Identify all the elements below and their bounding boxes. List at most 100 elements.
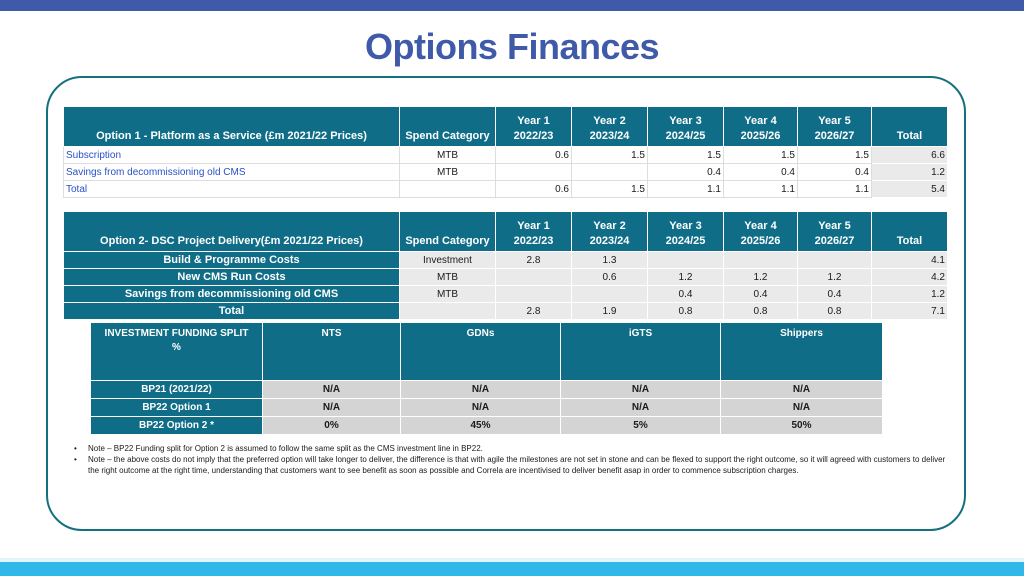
year-value: 0.4 [647, 285, 724, 303]
year-value: 1.2 [647, 268, 724, 286]
column-header: Year 4 2025/26 [723, 106, 798, 147]
row-total: 6.6 [871, 146, 948, 164]
column-header: Total [871, 106, 948, 147]
year-value: 1.1 [797, 180, 872, 198]
split-value: N/A [400, 398, 561, 417]
option1-table: Option 1 - Platform as a Service (£m 202… [63, 106, 948, 198]
year-value: 1.9 [571, 302, 648, 320]
column-header: Year 3 2024/25 [647, 106, 724, 147]
table-row: Build & Programme Costs Investment 2.8 1.3 4… [63, 251, 948, 269]
column-header: INVESTMENT FUNDING SPLIT % [90, 322, 263, 381]
table-row: Total 0.6 1.5 1.1 1.1 1.1 5.4 [63, 180, 948, 198]
column-header: Year 1 2022/23 [495, 106, 572, 147]
year-value: 1.1 [723, 180, 798, 198]
row-label: Subscription [63, 146, 400, 164]
year-value: 1.2 [723, 268, 798, 286]
year-value: 1.1 [647, 180, 724, 198]
year-value: 1.5 [647, 146, 724, 164]
split-value: 45% [400, 416, 561, 435]
table-row: Subscription MTB 0.6 1.5 1.5 1.5 1.5 6.6 [63, 146, 948, 164]
column-header: Option 2- DSC Project Delivery(£m 2021/2… [63, 211, 400, 252]
year-value: 0.6 [495, 146, 572, 164]
spend-category: MTB [399, 163, 496, 181]
year-value: 0.8 [723, 302, 798, 320]
row-total: 1.2 [871, 163, 948, 181]
year-value: 1.5 [571, 180, 648, 198]
year-value: 0.4 [723, 163, 798, 181]
header-row: INVESTMENT FUNDING SPLIT % NTS GDNs iGTS Shi… [90, 322, 883, 381]
table-row: BP22 Option 1 N/A N/A N/A N/A [90, 398, 883, 417]
spend-category [399, 302, 496, 320]
column-header: Year 2 2023/24 [571, 106, 648, 147]
year-value: 0.8 [797, 302, 872, 320]
option2-table: Option 2- DSC Project Delivery(£m 2021/2… [63, 211, 948, 320]
year-value [495, 268, 572, 286]
column-header: Year 5 2026/27 [797, 106, 872, 147]
column-header: Spend Category [399, 106, 496, 147]
row-label: Total [63, 180, 400, 198]
column-header: Year 5 2026/27 [797, 211, 872, 252]
split-value: N/A [262, 398, 401, 417]
table-row: New CMS Run Costs MTB 0.6 1.2 1.2 1.2 4.2 [63, 268, 948, 286]
split-value: 0% [262, 416, 401, 435]
column-header: Year 1 2022/23 [495, 211, 572, 252]
row-label: BP21 (2021/22) [90, 380, 263, 399]
bottom-accent-bar [0, 562, 1024, 576]
column-header: Shippers [720, 322, 883, 381]
year-value: 0.6 [571, 268, 648, 286]
row-total: 1.2 [871, 285, 948, 303]
year-value [797, 251, 872, 269]
year-value: 0.4 [797, 285, 872, 303]
year-value [647, 251, 724, 269]
year-value: 0.4 [647, 163, 724, 181]
year-value [495, 163, 572, 181]
column-header: iGTS [560, 322, 721, 381]
split-value: N/A [400, 380, 561, 399]
row-total: 5.4 [871, 180, 948, 198]
year-value: 0.8 [647, 302, 724, 320]
year-value: 2.8 [495, 302, 572, 320]
bottom-accent-shadow [0, 558, 1024, 562]
year-value: 0.6 [495, 180, 572, 198]
year-value [571, 285, 648, 303]
table-row: Total 2.8 1.9 0.8 0.8 0.8 7.1 [63, 302, 948, 320]
year-value [495, 285, 572, 303]
year-value: 1.5 [571, 146, 648, 164]
year-value: 1.2 [797, 268, 872, 286]
table-row: Savings from decommissioning old CMS MTB 0… [63, 285, 948, 303]
split-value: 50% [720, 416, 883, 435]
spend-category [399, 180, 496, 198]
row-label: Savings from decommissioning old CMS [63, 163, 400, 181]
spend-category: MTB [399, 285, 496, 303]
year-value [571, 163, 648, 181]
column-header: Year 2 2023/24 [571, 211, 648, 252]
column-header: Spend Category [399, 211, 496, 252]
split-value: N/A [560, 380, 721, 399]
table-row: BP22 Option 2 * 0% 45% 5% 50% [90, 416, 883, 435]
funding-split-table: INVESTMENT FUNDING SPLIT % NTS GDNs iGTS Shi… [90, 322, 883, 435]
split-value: N/A [720, 398, 883, 417]
row-label: New CMS Run Costs [63, 268, 400, 286]
year-value: 0.4 [797, 163, 872, 181]
header-row: Option 2- DSC Project Delivery(£m 2021/2… [63, 211, 948, 252]
year-value [723, 251, 798, 269]
header-row: Option 1 - Platform as a Service (£m 202… [63, 106, 948, 147]
row-label: Total [63, 302, 400, 320]
row-total: 4.2 [871, 268, 948, 286]
split-value: N/A [720, 380, 883, 399]
column-header: GDNs [400, 322, 561, 381]
row-label: BP22 Option 2 * [90, 416, 263, 435]
column-header: NTS [262, 322, 401, 381]
year-value: 1.5 [723, 146, 798, 164]
column-header: Option 1 - Platform as a Service (£m 202… [63, 106, 400, 147]
top-accent-bar [0, 0, 1024, 11]
table-row: Savings from decommissioning old CMS MTB 0… [63, 163, 948, 181]
row-total: 4.1 [871, 251, 948, 269]
year-value: 0.4 [723, 285, 798, 303]
page-title: Options Finances [364, 26, 660, 67]
column-header: Total [871, 211, 948, 252]
note-item: Note – BP22 Funding split for Option 2 i… [74, 443, 954, 454]
row-total: 7.1 [871, 302, 948, 320]
spend-category: MTB [399, 146, 496, 164]
split-value: N/A [560, 398, 721, 417]
